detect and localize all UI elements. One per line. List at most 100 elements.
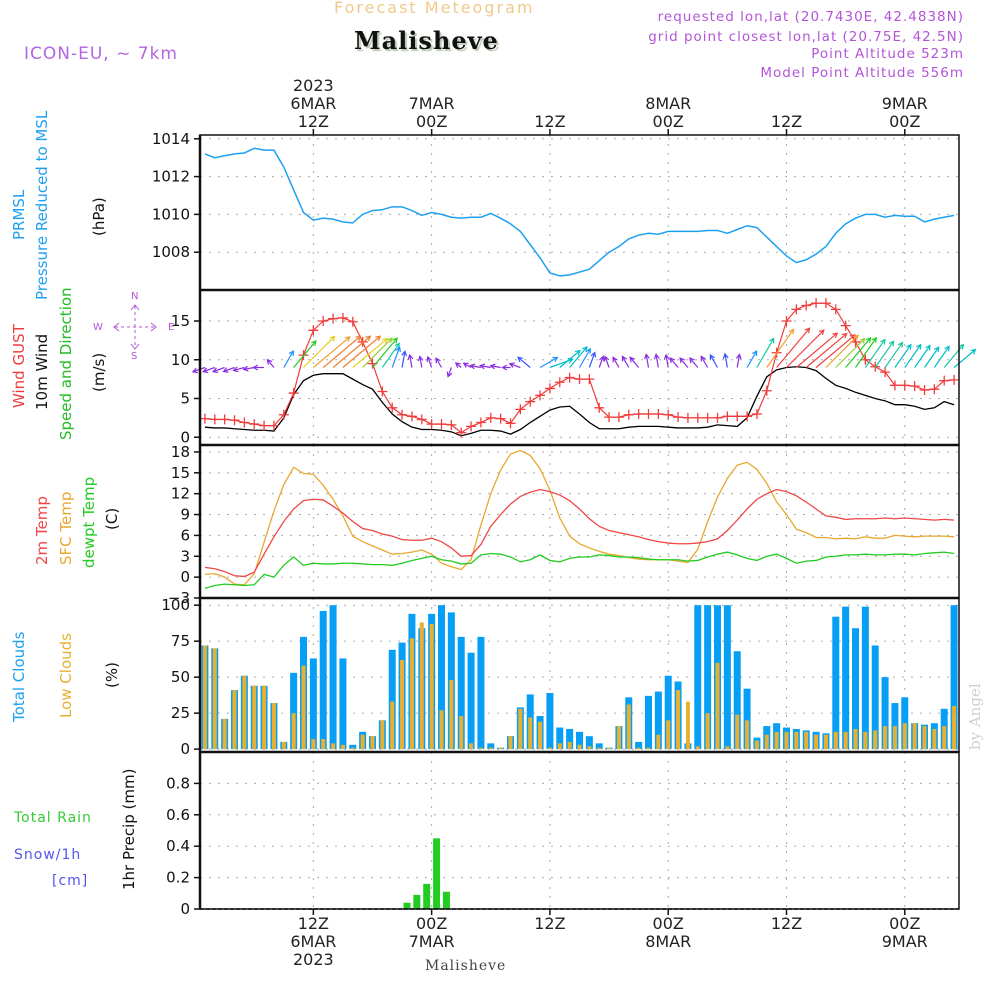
wind-arrow-shaft bbox=[874, 340, 895, 368]
wind-arrow-head bbox=[365, 335, 372, 342]
temp-2m-line bbox=[204, 488, 955, 578]
low-clouds-bar bbox=[360, 734, 365, 750]
wind-arrow bbox=[588, 351, 597, 368]
wind-arrow-head bbox=[191, 367, 198, 374]
grid-point-coords: grid point closest lon,lat (20.75E, 42.5… bbox=[648, 29, 964, 45]
total-clouds-bar bbox=[861, 606, 869, 750]
low-clouds-bar bbox=[400, 659, 405, 750]
panel-frame bbox=[199, 751, 960, 910]
total-clouds-bar bbox=[290, 672, 298, 750]
wind-arrow-shaft bbox=[569, 346, 588, 368]
wind-arrow bbox=[312, 336, 351, 368]
wind-arrow bbox=[612, 356, 620, 368]
low-clouds-bar bbox=[557, 743, 562, 750]
y-tick-label: 0 bbox=[180, 900, 190, 918]
wind-gust-marker bbox=[712, 412, 723, 423]
low-clouds-bar bbox=[942, 726, 947, 750]
low-clouds-bar bbox=[952, 705, 957, 750]
wind-arrow-head bbox=[552, 356, 559, 363]
wind-arrow bbox=[746, 349, 758, 368]
wind-gust-marker bbox=[308, 325, 319, 336]
wind-arrow bbox=[501, 364, 511, 371]
y-tick-label: 9 bbox=[180, 506, 190, 524]
wind-arrow-head bbox=[395, 346, 401, 353]
wind-arrow-shaft bbox=[332, 335, 371, 368]
wind-arrow-shaft bbox=[283, 350, 294, 368]
wind-arrow bbox=[508, 362, 521, 369]
wind-arrow-head bbox=[621, 355, 627, 362]
wind-arrow-shaft bbox=[805, 333, 848, 368]
low-clouds-bar bbox=[232, 690, 237, 750]
wind-arrow-head bbox=[469, 363, 476, 370]
wind-arrow-head bbox=[386, 337, 393, 344]
total-clouds-bar bbox=[339, 658, 347, 750]
wind-gust-marker bbox=[249, 419, 260, 430]
wind-arrow bbox=[894, 343, 912, 368]
wind-arrow bbox=[933, 345, 950, 368]
wind-arrow-shaft bbox=[855, 337, 877, 368]
y-tick-label: 0 bbox=[180, 740, 190, 758]
x-tick-label-bottom: 6MAR bbox=[290, 932, 336, 951]
wind-arrow-shaft bbox=[559, 350, 581, 368]
low-clouds-bar bbox=[498, 747, 503, 750]
snow-unit-label: [cm] bbox=[52, 873, 89, 889]
wind-arrow bbox=[722, 352, 729, 368]
wind-gust-marker bbox=[613, 412, 624, 423]
wind-arrow bbox=[293, 340, 317, 368]
wind-arrow bbox=[401, 350, 408, 368]
low-clouds-bar bbox=[902, 723, 907, 750]
wind-gust-marker bbox=[840, 320, 851, 331]
low-clouds-bar bbox=[409, 638, 414, 750]
wind-arrow bbox=[679, 357, 689, 368]
wind-arrow-shaft bbox=[904, 344, 922, 368]
wind-arrow-head bbox=[211, 367, 219, 374]
wind-arrow-head bbox=[788, 328, 795, 335]
wind-gust-marker bbox=[564, 372, 575, 383]
wind-gust-marker bbox=[889, 380, 900, 391]
x-tick-label-top: 00Z bbox=[416, 112, 447, 131]
wind-gust-marker bbox=[199, 413, 210, 424]
total-clouds-bar bbox=[852, 628, 859, 750]
low-clouds-bar bbox=[281, 741, 286, 750]
wind-arrow-shaft bbox=[578, 348, 591, 368]
wind-gust-marker bbox=[899, 380, 910, 391]
wind-arrow bbox=[805, 332, 848, 368]
wind-arrow-shaft bbox=[293, 340, 317, 368]
wind-arrow-head bbox=[612, 356, 618, 363]
wind-arrow-shaft bbox=[815, 334, 856, 368]
wind-arrow bbox=[644, 353, 650, 368]
total-clouds-bar bbox=[694, 605, 702, 750]
low-clouds-bar bbox=[883, 726, 888, 750]
wind-gust-marker bbox=[288, 388, 299, 399]
wind-arrow bbox=[222, 366, 235, 373]
wind-gust-marker bbox=[880, 367, 891, 378]
wind-gust-marker bbox=[594, 402, 605, 413]
x-tick-label-top: 9MAR bbox=[882, 94, 928, 113]
wind-arrow bbox=[756, 337, 775, 368]
compass-rose-icon: N S W E bbox=[93, 291, 174, 360]
wind-gust-marker bbox=[485, 412, 496, 423]
wind-arrow-head bbox=[417, 355, 424, 362]
total-clouds-bar bbox=[467, 652, 475, 750]
low-clouds-bar bbox=[745, 720, 750, 750]
total-clouds-bar bbox=[477, 636, 485, 750]
wind-gust-marker bbox=[623, 409, 634, 420]
wind-arrow-shaft bbox=[480, 365, 491, 369]
wind-arrow bbox=[426, 355, 433, 368]
wind-arrow-head bbox=[818, 329, 825, 336]
wind-arrow bbox=[489, 363, 501, 370]
total-clouds-bar bbox=[595, 743, 603, 750]
wind-arrow-shaft bbox=[223, 366, 235, 373]
wind-gust-marker bbox=[377, 386, 388, 397]
wind-arrow-shaft bbox=[924, 346, 940, 368]
wind-arrow-shaft bbox=[776, 327, 811, 368]
wind-arrow bbox=[689, 357, 699, 368]
wind-gust-marker bbox=[436, 419, 447, 430]
total-clouds-bar bbox=[842, 606, 850, 750]
low-clouds-bar bbox=[676, 690, 681, 750]
wind-arrow bbox=[446, 367, 453, 378]
wind-arrow bbox=[252, 364, 265, 371]
wind-arrow bbox=[454, 362, 462, 368]
low-clouds-bar bbox=[784, 731, 789, 750]
low-clouds-bar bbox=[863, 731, 868, 750]
